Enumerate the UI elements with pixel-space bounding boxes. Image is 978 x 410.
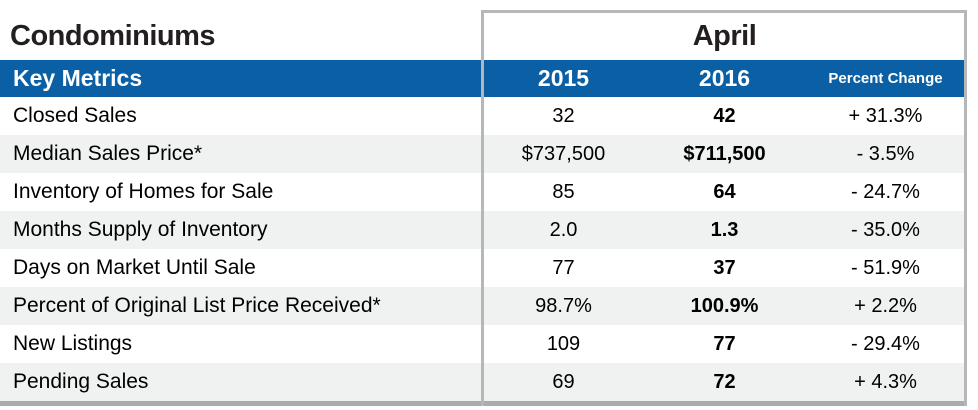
value-percent-change: + 2.2% xyxy=(854,294,917,317)
value-2016: 72 xyxy=(713,370,736,393)
value-2016: 64 xyxy=(713,180,736,203)
value-2015: 32 xyxy=(552,104,575,127)
metric-label: Pending Sales xyxy=(13,370,149,393)
table-row: Closed Sales 32 42 + 31.3% xyxy=(0,97,966,135)
value-percent-change: - 29.4% xyxy=(851,332,920,355)
value-2016: $711,500 xyxy=(683,142,766,165)
value-percent-change: - 35.0% xyxy=(851,218,920,241)
metric-label: New Listings xyxy=(13,332,133,355)
metric-label: Closed Sales xyxy=(13,104,137,127)
value-percent-change: - 3.5% xyxy=(856,142,915,165)
header-key-metrics: Key Metrics xyxy=(13,65,143,91)
table-row: Percent of Original List Price Received*… xyxy=(0,287,966,325)
value-2015: $737,500 xyxy=(521,142,606,165)
value-2016: 1.3 xyxy=(710,218,739,241)
period-title: April xyxy=(692,20,757,52)
table-body: Closed Sales 32 42 + 31.3% Median Sales … xyxy=(0,97,978,401)
table-title: Condominiums xyxy=(10,20,216,52)
title-band: Condominiums April xyxy=(0,0,978,60)
value-percent-change: - 51.9% xyxy=(851,256,920,279)
table-header-row: Key Metrics 2015 2016 Percent Change xyxy=(0,60,966,97)
table-row: Median Sales Price* $737,500 $711,500 - … xyxy=(0,135,966,173)
value-percent-change: + 4.3% xyxy=(854,370,917,393)
table-row: Pending Sales 69 72 + 4.3% xyxy=(0,363,966,401)
header-percent-change: Percent Change xyxy=(828,70,943,87)
value-2016: 77 xyxy=(713,332,736,355)
value-2015: 69 xyxy=(552,370,575,393)
value-2015: 85 xyxy=(552,180,575,203)
value-2016: 42 xyxy=(713,104,736,127)
value-percent-change: + 31.3% xyxy=(848,104,923,127)
table-row: New Listings 109 77 - 29.4% xyxy=(0,325,966,363)
value-2015: 109 xyxy=(546,332,581,355)
metric-label: Inventory of Homes for Sale xyxy=(13,180,274,203)
header-col-2016: 2016 xyxy=(698,65,751,91)
value-2015: 2.0 xyxy=(549,218,578,241)
table-row: Inventory of Homes for Sale 85 64 - 24.7… xyxy=(0,173,966,211)
table-row: Days on Market Until Sale 77 37 - 51.9% xyxy=(0,249,966,287)
metric-label: Months Supply of Inventory xyxy=(13,218,268,241)
value-percent-change: - 24.7% xyxy=(851,180,920,203)
bottom-rule xyxy=(0,401,966,406)
metric-label: Percent of Original List Price Received* xyxy=(13,294,381,317)
value-2015: 77 xyxy=(552,256,575,279)
table-row: Months Supply of Inventory 2.0 1.3 - 35.… xyxy=(0,211,966,249)
value-2015: 98.7% xyxy=(535,294,592,317)
metric-label: Days on Market Until Sale xyxy=(13,256,256,279)
header-col-2015: 2015 xyxy=(537,65,590,91)
value-2016: 37 xyxy=(713,256,736,279)
value-2016: 100.9% xyxy=(690,294,759,317)
metric-label: Median Sales Price* xyxy=(13,142,203,165)
